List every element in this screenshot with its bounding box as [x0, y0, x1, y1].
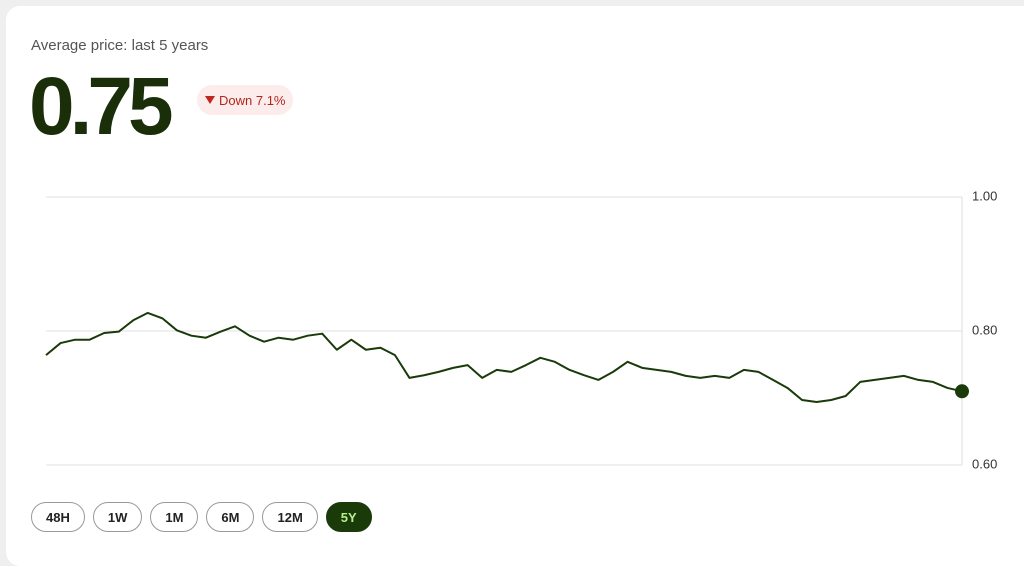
- range-button[interactable]: 1M: [150, 502, 199, 532]
- range-buttons: 48H 1W 1M 6M 12M 5Y: [31, 502, 372, 532]
- y-tick-label: 0.60: [972, 456, 997, 471]
- chart: 0.60 0.80 1.00: [45, 188, 997, 471]
- title: Average price: last 5 years: [31, 37, 209, 54]
- range-button[interactable]: 5Y: [325, 502, 372, 532]
- y-tick-label: 0.80: [972, 322, 997, 337]
- range-button[interactable]: 12M: [262, 502, 318, 532]
- price-line: [45, 311, 963, 404]
- range-button[interactable]: 48H: [31, 502, 85, 532]
- page: Average price: last 5 years 0.75 Down 7.…: [6, 6, 1024, 566]
- change-text: Down 7.1%: [219, 92, 286, 108]
- change-badge: Down 7.1%: [197, 85, 294, 115]
- end-point: [955, 384, 969, 399]
- card: [6, 6, 1024, 566]
- current-value: 0.75: [29, 61, 174, 152]
- y-tick-label: 1.00: [972, 188, 997, 203]
- range-button[interactable]: 6M: [206, 502, 255, 532]
- range-button[interactable]: 1W: [92, 502, 143, 532]
- down-arrow: [205, 96, 215, 104]
